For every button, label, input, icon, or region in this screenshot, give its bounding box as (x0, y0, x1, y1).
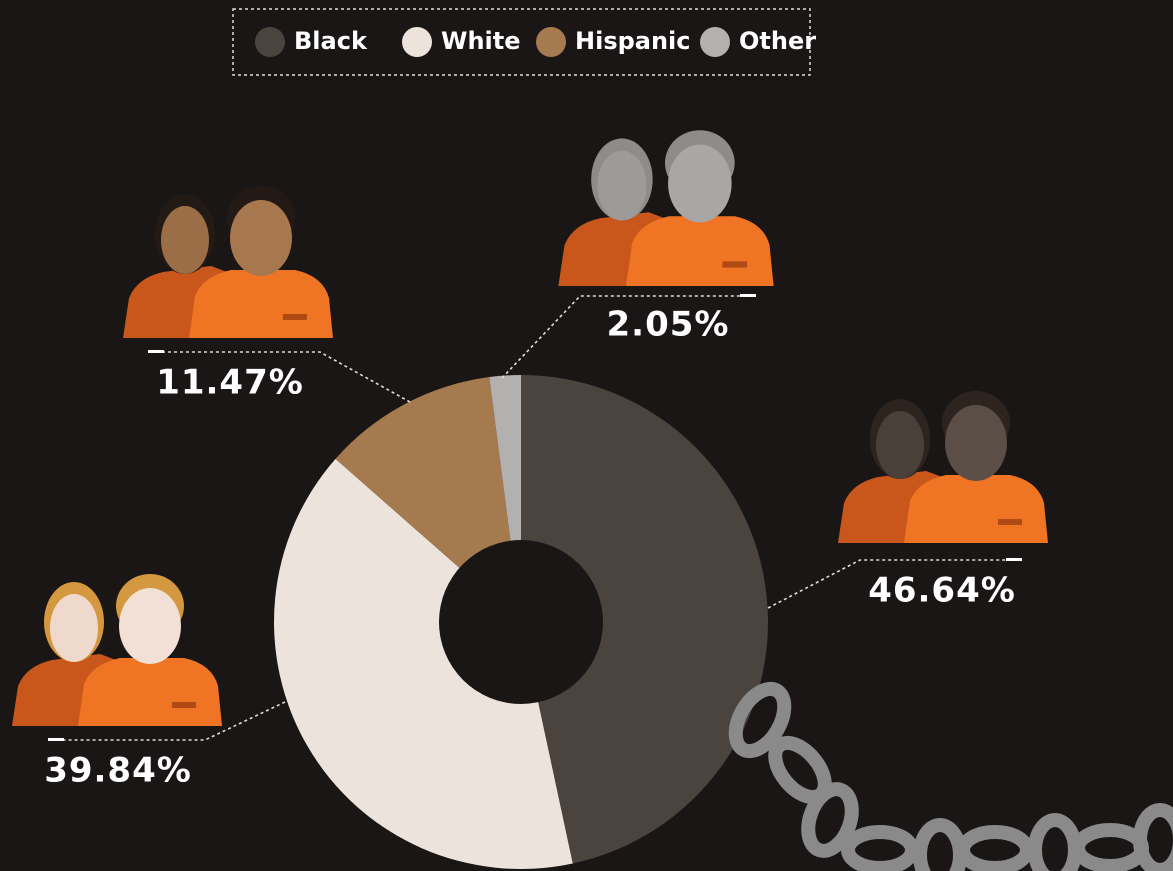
leader-cap (740, 294, 756, 297)
icon-other (558, 130, 773, 286)
legend-label: Other (739, 27, 816, 55)
chain (726, 681, 1173, 871)
legend-label: White (441, 27, 521, 55)
legend: Black White Hispanic Other (233, 9, 816, 75)
value-label: 39.84% (44, 751, 192, 791)
legend-label: Hispanic (575, 27, 691, 55)
icon-white (12, 574, 222, 726)
leader-cap (48, 738, 64, 741)
legend-items: Black White Hispanic Other (255, 27, 816, 57)
legend-swatch (255, 27, 285, 57)
icon-black (838, 391, 1048, 543)
value-label: 46.64% (868, 571, 1016, 611)
legend-swatch (536, 27, 566, 57)
legend-label: Black (294, 27, 368, 55)
icon-hispanic (123, 186, 333, 338)
leader-cap (148, 350, 164, 353)
legend-swatch (700, 27, 730, 57)
chart: Black White Hispanic Other 46.64% 39.84% 11.4… (0, 0, 1173, 871)
donut-hole (439, 540, 603, 704)
value-label: 11.47% (156, 363, 304, 403)
leader-cap (1006, 558, 1022, 561)
legend-swatch (402, 27, 432, 57)
value-label: 2.05% (607, 305, 730, 345)
